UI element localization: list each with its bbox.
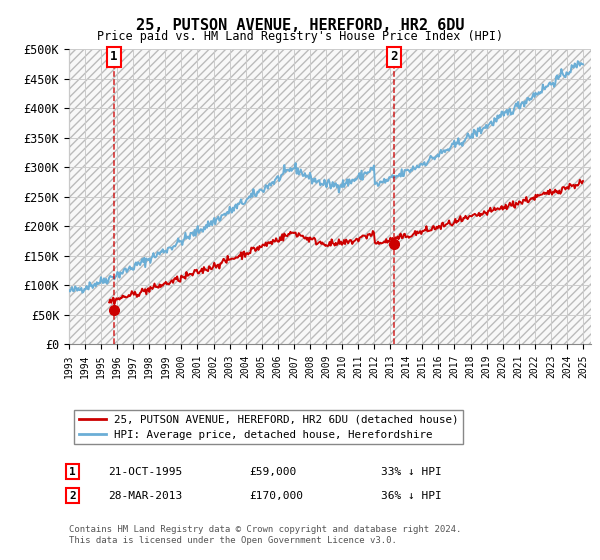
Text: 2: 2 xyxy=(69,491,76,501)
Text: 36% ↓ HPI: 36% ↓ HPI xyxy=(381,491,442,501)
Text: 21-OCT-1995: 21-OCT-1995 xyxy=(108,466,182,477)
Text: 25, PUTSON AVENUE, HEREFORD, HR2 6DU: 25, PUTSON AVENUE, HEREFORD, HR2 6DU xyxy=(136,18,464,33)
Text: 28-MAR-2013: 28-MAR-2013 xyxy=(108,491,182,501)
Text: Contains HM Land Registry data © Crown copyright and database right 2024.
This d: Contains HM Land Registry data © Crown c… xyxy=(69,525,461,545)
Text: Price paid vs. HM Land Registry's House Price Index (HPI): Price paid vs. HM Land Registry's House … xyxy=(97,30,503,43)
Text: £170,000: £170,000 xyxy=(249,491,303,501)
Text: 1: 1 xyxy=(110,50,118,63)
Text: 2: 2 xyxy=(390,50,398,63)
Text: 1: 1 xyxy=(69,466,76,477)
Text: £59,000: £59,000 xyxy=(249,466,296,477)
Text: 33% ↓ HPI: 33% ↓ HPI xyxy=(381,466,442,477)
Legend: 25, PUTSON AVENUE, HEREFORD, HR2 6DU (detached house), HPI: Average price, detac: 25, PUTSON AVENUE, HEREFORD, HR2 6DU (de… xyxy=(74,410,463,445)
